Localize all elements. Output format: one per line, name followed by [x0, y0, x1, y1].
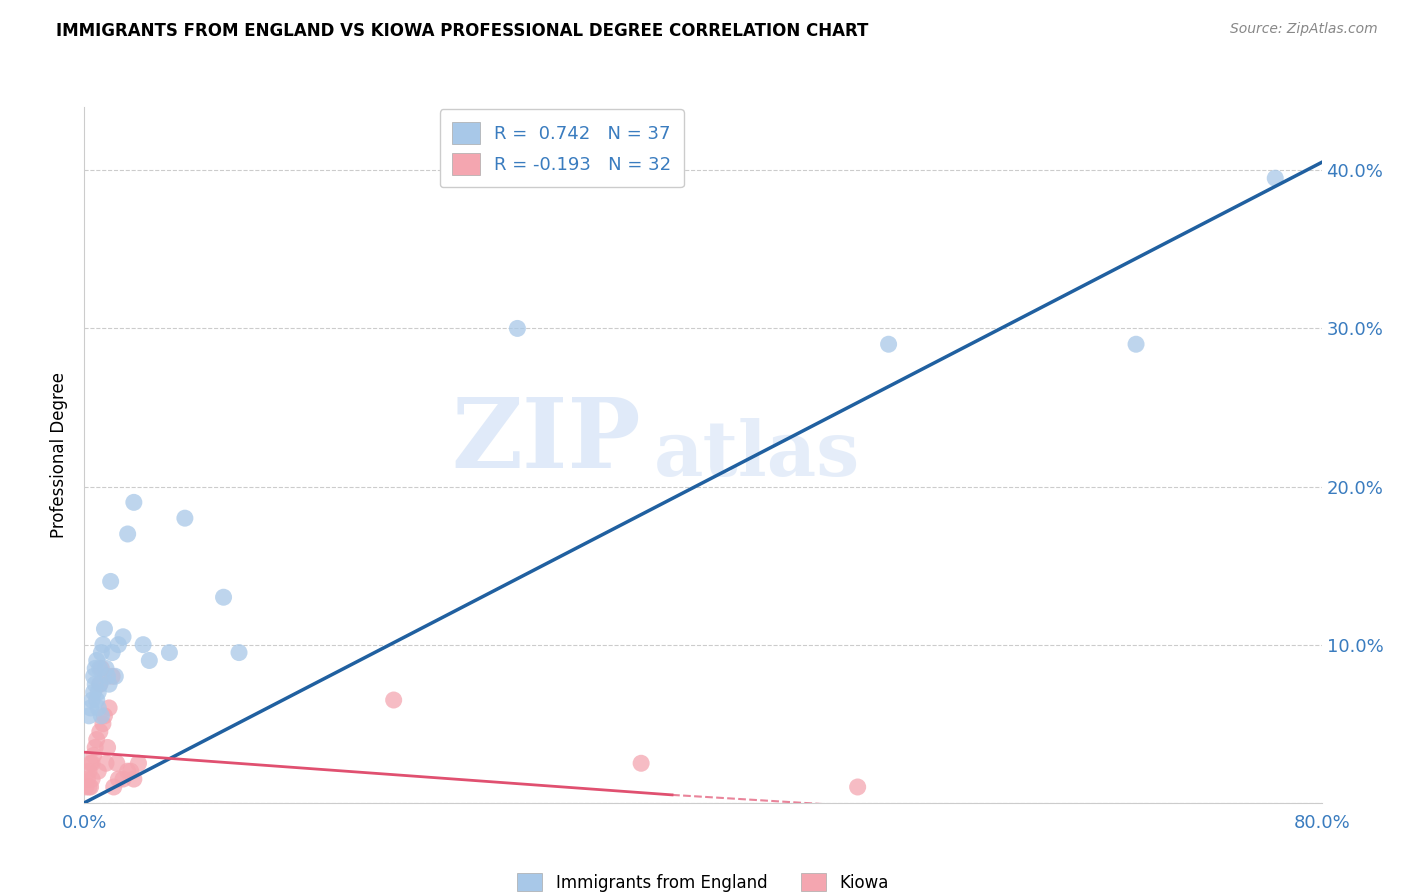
Point — [79, 780, 101, 794]
Point — [90, 646, 112, 660]
Point — [103, 780, 125, 794]
Point — [100, 574, 122, 589]
Point — [94, 756, 117, 771]
Point — [122, 772, 145, 786]
Point — [104, 669, 127, 683]
Point — [112, 630, 135, 644]
Point — [86, 732, 108, 747]
Point — [112, 772, 135, 786]
Point — [846, 780, 869, 794]
Point — [84, 740, 107, 755]
Point — [87, 685, 110, 699]
Point — [93, 622, 115, 636]
Point — [93, 708, 115, 723]
Point — [120, 764, 142, 779]
Point — [382, 693, 405, 707]
Point — [1264, 171, 1286, 186]
Point — [212, 591, 235, 605]
Point — [75, 780, 97, 794]
Point — [94, 661, 117, 675]
Point — [84, 677, 107, 691]
Point — [132, 638, 155, 652]
Point — [79, 756, 101, 771]
Point — [228, 646, 250, 660]
Point — [101, 646, 124, 660]
Point — [77, 780, 100, 794]
Point — [101, 669, 124, 683]
Point — [89, 661, 111, 675]
Point — [159, 646, 181, 660]
Point — [86, 653, 108, 667]
Point — [77, 708, 100, 723]
Point — [79, 701, 101, 715]
Point — [76, 772, 98, 786]
Point — [97, 669, 120, 683]
Point — [1125, 337, 1147, 351]
Point — [117, 527, 139, 541]
Point — [77, 764, 100, 779]
Point — [82, 693, 104, 707]
Text: IMMIGRANTS FROM ENGLAND VS KIOWA PROFESSIONAL DEGREE CORRELATION CHART: IMMIGRANTS FROM ENGLAND VS KIOWA PROFESS… — [56, 22, 869, 40]
Point — [98, 701, 121, 715]
Point — [174, 511, 197, 525]
Point — [89, 677, 111, 691]
Point — [97, 740, 120, 755]
Point — [91, 638, 114, 652]
Point — [138, 653, 160, 667]
Point — [90, 708, 112, 723]
Point — [105, 756, 128, 771]
Text: atlas: atlas — [654, 418, 859, 491]
Point — [83, 669, 105, 683]
Point — [117, 764, 139, 779]
Point — [506, 321, 529, 335]
Text: Source: ZipAtlas.com: Source: ZipAtlas.com — [1230, 22, 1378, 37]
Point — [87, 701, 110, 715]
Point — [83, 748, 105, 763]
Y-axis label: Professional Degree: Professional Degree — [51, 372, 69, 538]
Point — [89, 724, 111, 739]
Point — [90, 661, 112, 675]
Point — [86, 693, 108, 707]
Point — [91, 716, 114, 731]
Point — [630, 756, 652, 771]
Point — [107, 772, 129, 786]
Point — [877, 337, 900, 351]
Point — [128, 756, 150, 771]
Point — [122, 495, 145, 509]
Point — [107, 638, 129, 652]
Point — [83, 685, 105, 699]
Point — [87, 764, 110, 779]
Text: ZIP: ZIP — [451, 394, 641, 488]
Point — [98, 677, 121, 691]
Point — [89, 677, 111, 691]
Point — [82, 772, 104, 786]
Point — [84, 661, 107, 675]
Legend: Immigrants from England, Kiowa: Immigrants from England, Kiowa — [510, 867, 896, 892]
Point — [82, 756, 104, 771]
